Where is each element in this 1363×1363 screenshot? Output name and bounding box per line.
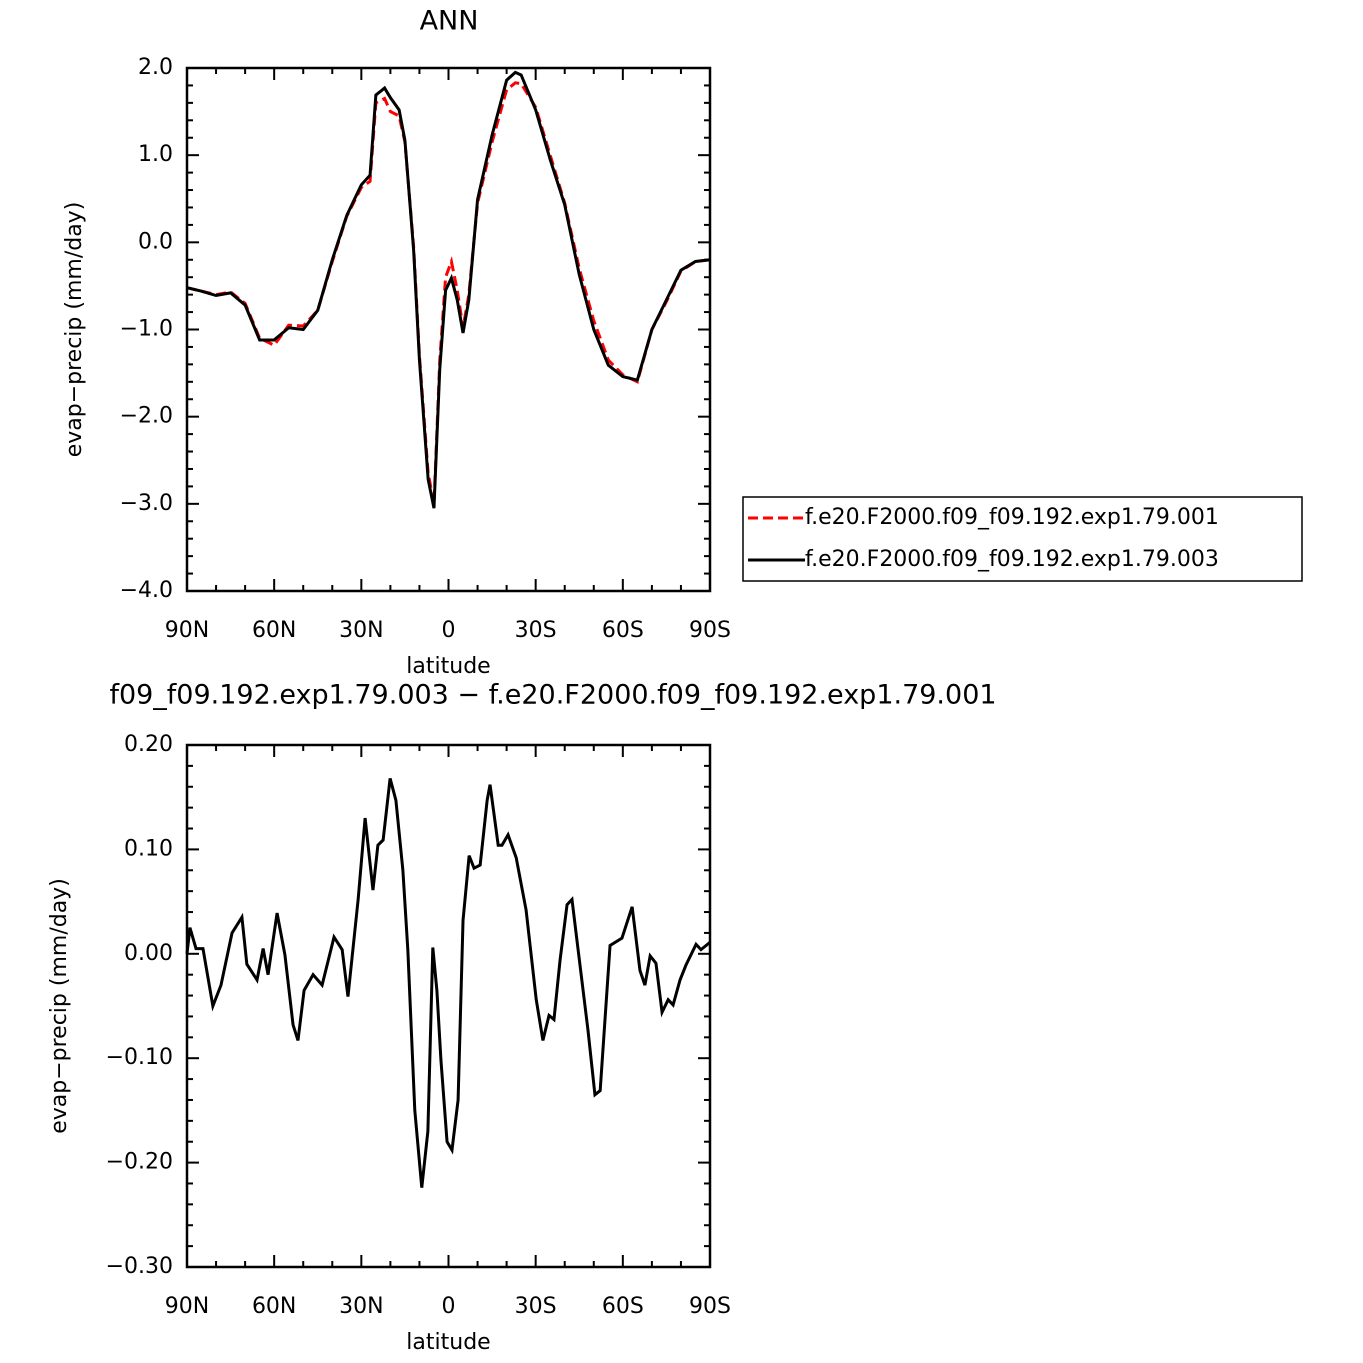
x-tick-label: 30N [339,1294,383,1319]
legend-box [742,496,1303,582]
y-tick-label: 0.20 [124,732,173,757]
y-tick-label: 0.0 [138,229,173,254]
x-tick-label: 30N [339,618,383,643]
x-tick-label: 0 [442,1294,456,1319]
data-line [186,70,711,509]
plot-frame [185,743,712,1269]
x-tick-label: 60N [252,618,296,643]
y-tick-label: −0.10 [106,1045,173,1070]
y-tick-label: −1.0 [120,317,173,342]
plot-frame [185,66,712,593]
x-tick-label: 60S [602,618,644,643]
legend-label: f.e20.F2000.f09_f09.192.exp1.79.003 [805,547,1219,572]
y-axis-label: evap−precip (mm/day) [47,878,72,1134]
x-tick-label: 60S [602,1294,644,1319]
y-tick-label: −4.0 [120,578,173,603]
chart-title: f09_f09.192.exp1.79.003 − f.e20.F2000.f0… [109,680,996,711]
x-tick-label: 30S [515,1294,557,1319]
y-tick-label: 0.10 [124,836,173,861]
x-tick-label: 90S [689,618,731,643]
x-tick-label: 0 [442,618,456,643]
chart-title: ANN [420,6,479,37]
x-tick-label: 90N [165,1294,209,1319]
y-tick-label: 0.00 [124,941,173,966]
x-tick-label: 90S [689,1294,731,1319]
x-tick-label: 90N [165,618,209,643]
x-axis-label: latitude [406,654,490,679]
x-tick-label: 60N [252,1294,296,1319]
y-axis-label: evap−precip (mm/day) [62,202,87,458]
y-tick-label: −2.0 [120,404,173,429]
x-axis-label: latitude [406,1330,490,1355]
data-line [186,81,711,505]
y-tick-label: 2.0 [138,55,173,80]
y-tick-label: 1.0 [138,142,173,167]
data-line [185,778,711,1188]
y-tick-label: −0.30 [106,1254,173,1279]
legend-label: f.e20.F2000.f09_f09.192.exp1.79.001 [805,505,1219,530]
x-tick-label: 30S [515,618,557,643]
y-tick-label: −0.20 [106,1150,173,1175]
y-tick-label: −3.0 [120,491,173,516]
